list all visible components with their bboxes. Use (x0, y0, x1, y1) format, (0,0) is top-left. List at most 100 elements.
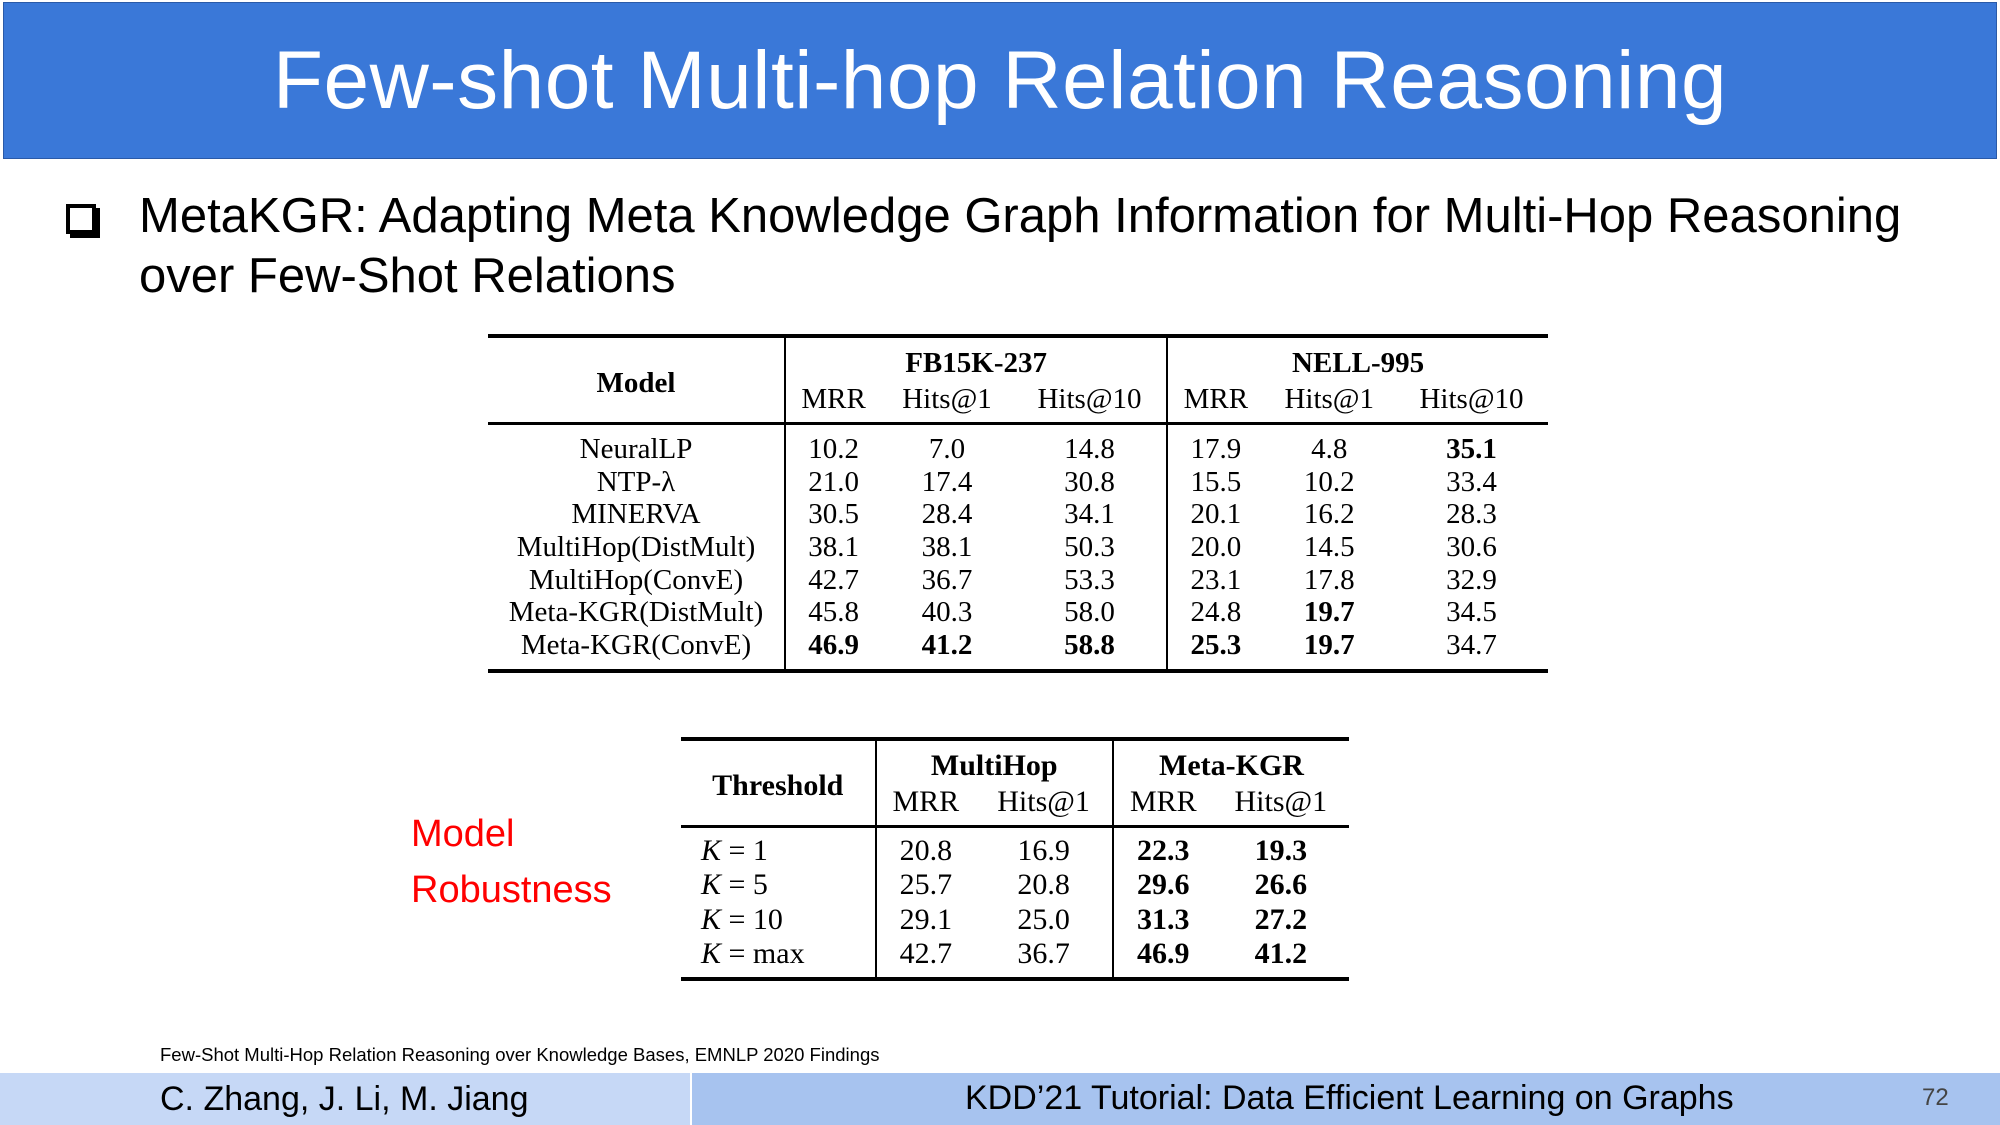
table-cell: 25.7 (899, 868, 953, 902)
table-row: MultiHop(ConvE) 42.7 36.7 53.3 23.1 17.8… (488, 563, 1548, 596)
table-cell: 23.1 (1190, 563, 1242, 596)
table-row: K = 10 29.1 25.0 31.3 27.2 (681, 902, 1349, 937)
table-row: NTP-λ 21.0 17.4 30.8 15.5 10.2 33.4 (488, 465, 1548, 499)
metric-header: Hits@10 (1012, 382, 1169, 424)
table-cell: 25.3 (1190, 628, 1242, 661)
table-cell: 30.8 (1012, 465, 1169, 499)
table-cell: 40.3 (921, 596, 973, 629)
k-variable: K (701, 868, 722, 902)
table-cell: 30.5 (808, 498, 859, 531)
table-cell: 32.9 (1446, 563, 1497, 596)
threshold-cell: K = 5 (681, 868, 877, 903)
table-cell: 46.9 (1137, 937, 1190, 971)
table-cell: 41.2 (921, 628, 973, 661)
table-row: MINERVA 30.5 28.4 34.1 20.1 16.2 28.3 (488, 498, 1548, 531)
table-cell: 34.7 (1446, 628, 1497, 661)
table-cell: 21.0 (808, 465, 859, 498)
footer-authors: C. Zhang, J. Li, M. Jiang (160, 1079, 529, 1118)
footer-event: KDD’21 Tutorial: Data Efficient Learning… (965, 1079, 1734, 1117)
metakgr-header: Meta-KGR (1159, 749, 1304, 782)
threshold-header: Threshold (681, 739, 877, 827)
table-row: K = max 42.7 36.7 46.9 41.2 (681, 936, 1349, 980)
table-cell: 20.8 (975, 868, 1114, 903)
table-cell: 36.7 (975, 936, 1114, 980)
metric-header: MRR (892, 785, 960, 818)
metric-header: MRR (801, 382, 866, 415)
table-cell: 20.8 (899, 834, 953, 868)
fb15k-header: FB15K-237 (785, 336, 1169, 382)
table-cell: 27.2 (1254, 902, 1308, 936)
table-cell: 58.8 (1012, 628, 1169, 672)
table-cell: 24.8 (1190, 596, 1242, 629)
table-cell: 17.4 (921, 465, 973, 498)
table-row: K = 1 20.8 16.9 22.3 19.3 (681, 826, 1349, 869)
table-cell: 19.3 (1254, 834, 1308, 868)
table-cell: 28.3 (1446, 498, 1497, 531)
threshold-cell: K = 1 (681, 826, 877, 869)
table-cell: 20.0 (1190, 531, 1242, 564)
table-cell: 25.0 (975, 902, 1114, 937)
checkbox-bullet-icon (66, 204, 96, 234)
model-robustness-label: Model Robustness (411, 806, 612, 918)
table-cell: 10.2 (1303, 465, 1355, 498)
table-cell: 17.8 (1303, 563, 1355, 596)
table-cell: 42.7 (808, 563, 859, 596)
table-cell: 50.3 (1012, 530, 1169, 564)
table-cell: 34.5 (1446, 596, 1497, 629)
k-variable: K (701, 902, 722, 936)
k-value: = 1 (728, 834, 768, 868)
table-cell: 38.1 (921, 531, 973, 564)
k-value: = 5 (728, 868, 768, 902)
threshold-cell: K = max (681, 936, 877, 980)
metric-header: MRR (1183, 382, 1249, 415)
table-cell: 16.2 (1303, 498, 1355, 531)
model-name: MultiHop(ConvE) (488, 563, 786, 596)
metric-header: Hits@10 (1419, 382, 1524, 415)
model-header: Model (488, 336, 786, 424)
table-row: K = 5 25.7 20.8 29.6 26.6 (681, 868, 1349, 903)
k-value: = max (728, 937, 805, 971)
model-name: NTP-λ (488, 465, 786, 499)
page-number: 72 (1922, 1084, 1949, 1111)
table-cell: 46.9 (808, 628, 859, 661)
table-cell: 33.4 (1446, 465, 1497, 498)
robustness-table: Threshold MultiHop Meta-KGR MRR Hits@1 M… (681, 737, 1349, 982)
table-cell: 36.7 (921, 563, 973, 596)
model-name: MINERVA (488, 498, 786, 531)
table-cell: 38.1 (808, 531, 859, 564)
robustness-label-line: Model (411, 813, 515, 855)
model-name: NeuralLP (488, 423, 786, 466)
robustness-label-line: Robustness (411, 869, 612, 911)
nell-header: NELL-995 (1292, 346, 1425, 379)
table-cell: 41.2 (1254, 937, 1308, 971)
table-cell: 22.3 (1137, 834, 1190, 868)
k-variable: K (701, 937, 722, 971)
threshold-cell: K = 10 (681, 902, 877, 937)
table-cell: 28.4 (921, 498, 973, 531)
citation: Few-Shot Multi-Hop Relation Reasoning ov… (160, 1044, 880, 1065)
table-row: MultiHop(DistMult) 38.1 38.1 50.3 20.0 1… (488, 530, 1548, 564)
table-cell: 26.6 (1254, 868, 1308, 902)
metric-header: Hits@1 (1234, 785, 1328, 818)
model-name: Meta-KGR(DistMult) (488, 595, 786, 629)
multihop-header: MultiHop (875, 739, 1114, 785)
table-cell: 19.7 (1303, 596, 1355, 629)
metric-header: MRR (1129, 785, 1197, 818)
table-row: Meta-KGR(DistMult) 45.8 40.3 58.0 24.8 1… (488, 595, 1548, 629)
table-row: NeuralLP 10.2 7.0 14.8 17.9 4.8 35.1 (488, 423, 1548, 466)
table-cell: 53.3 (1012, 563, 1169, 596)
table-cell: 19.7 (1303, 628, 1355, 661)
model-name: Meta-KGR(ConvE) (488, 628, 786, 672)
footer-event-bar (692, 1073, 2000, 1125)
table-cell: 4.8 (1311, 433, 1348, 466)
results-table: Model FB15K-237 NELL-995 MRR Hits@1 Hits… (488, 334, 1548, 674)
table-cell: 7.0 (928, 433, 966, 466)
table-cell: 30.6 (1446, 531, 1497, 564)
table-row: Meta-KGR(ConvE) 46.9 41.2 58.8 25.3 19.7… (488, 628, 1548, 672)
table-cell: 14.5 (1303, 531, 1355, 564)
table-cell: 35.1 (1446, 433, 1497, 466)
metric-header: Hits@1 (902, 382, 992, 415)
table-cell: 29.1 (899, 902, 953, 936)
slide-title: Few-shot Multi-hop Relation Reasoning (272, 34, 1728, 126)
table-cell: 58.0 (1012, 595, 1169, 629)
